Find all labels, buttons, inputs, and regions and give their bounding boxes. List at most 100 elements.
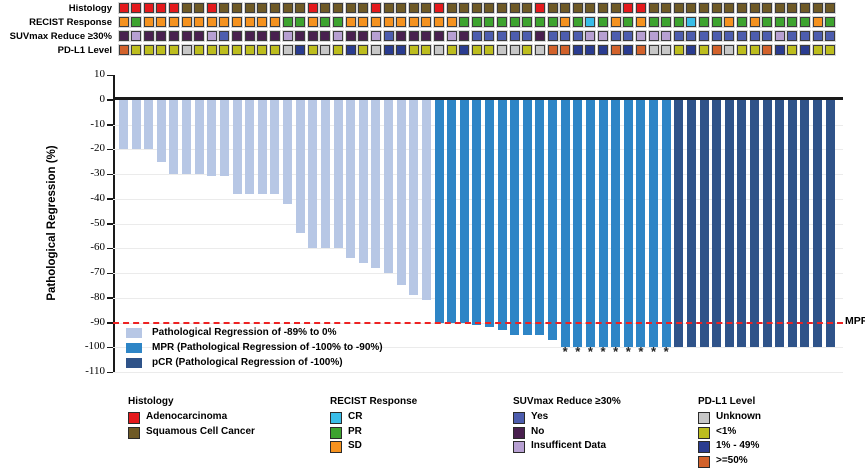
annotation-track-square xyxy=(156,31,167,41)
annotation-track-square xyxy=(749,45,760,55)
waterfall-bar xyxy=(169,99,179,174)
annotation-track-square xyxy=(194,45,205,55)
annotation-track-square xyxy=(118,31,129,41)
annotation-track-square xyxy=(673,45,684,55)
annotation-track-square xyxy=(610,17,621,27)
waterfall-bar xyxy=(308,99,318,249)
annotation-track-square xyxy=(320,3,331,13)
annotation-track-square xyxy=(799,45,810,55)
asterisk-marker: * xyxy=(600,344,606,359)
annotation-track-square xyxy=(736,17,747,27)
legend-item-label: No xyxy=(531,425,545,437)
annotation-track-square xyxy=(522,3,533,13)
legend-item-label: <1% xyxy=(716,425,737,437)
annotation-track-square xyxy=(661,17,672,27)
waterfall-bar xyxy=(787,99,797,348)
y-tick-mark xyxy=(107,148,113,151)
y-tick-mark xyxy=(107,74,113,76)
annotation-track-square xyxy=(168,17,179,27)
annotation-track-square xyxy=(812,3,823,13)
annotation-track-square xyxy=(787,17,798,27)
y-tick-label: -60 xyxy=(90,241,105,254)
annotation-track-square xyxy=(774,45,785,55)
annotation-track-square xyxy=(724,31,735,41)
waterfall-bar xyxy=(232,99,242,194)
annotation-track-square xyxy=(585,31,596,41)
annotation-track-square xyxy=(585,45,596,55)
annotation-track-square xyxy=(257,31,268,41)
annotation-track-square xyxy=(320,17,331,27)
track-label-pdl1: PD-L1 Level xyxy=(57,44,112,56)
annotation-track-square xyxy=(825,3,836,13)
annotation-track-square xyxy=(131,45,142,55)
asterisk-marker: * xyxy=(562,344,568,359)
annotation-track-square xyxy=(143,31,154,41)
annotation-track-square xyxy=(307,17,318,27)
annotation-track-square xyxy=(699,45,710,55)
annotation-track-square xyxy=(522,31,533,41)
annotation-track-square xyxy=(686,45,697,55)
asterisk-marker: * xyxy=(625,344,631,359)
annotation-track-square xyxy=(812,31,823,41)
annotation-track-square xyxy=(585,3,596,13)
annotation-track-square xyxy=(131,3,142,13)
waterfall-bar xyxy=(750,99,759,348)
annotation-track-square xyxy=(408,45,419,55)
annotation-track-square xyxy=(307,45,318,55)
annotation-track-square xyxy=(598,17,609,27)
inner-legend-label-mpr: MPR (Pathological Regression of -100% to… xyxy=(152,342,383,353)
annotation-track-square xyxy=(194,3,205,13)
legend-swatch xyxy=(128,412,140,424)
waterfall-bar xyxy=(611,99,621,348)
annotation-track-square xyxy=(471,3,482,13)
waterfall-bar xyxy=(472,99,482,325)
waterfall-bar xyxy=(649,99,659,348)
annotation-track-square xyxy=(396,31,407,41)
annotation-track-square xyxy=(509,17,520,27)
annotation-track-square xyxy=(333,31,344,41)
annotation-track-square xyxy=(269,3,280,13)
annotation-track-square xyxy=(358,17,369,27)
annotation-track-square xyxy=(232,31,243,41)
waterfall-bar xyxy=(156,99,166,162)
legend-title: SUVmax Reduce ≥30% xyxy=(513,396,621,407)
waterfall-bar xyxy=(737,99,747,348)
waterfall-bar xyxy=(661,99,671,348)
annotation-track-square xyxy=(295,3,306,13)
annotation-track-square xyxy=(724,3,735,13)
waterfall-bar xyxy=(283,99,293,204)
annotation-track-square xyxy=(446,45,457,55)
annotation-track-square xyxy=(118,3,129,13)
annotation-track-square xyxy=(812,45,823,55)
legend-swatch xyxy=(330,426,342,439)
waterfall-bar xyxy=(421,99,431,301)
annotation-track-square xyxy=(560,31,571,41)
annotation-track-square xyxy=(421,3,432,13)
annotation-track-square xyxy=(547,31,558,41)
annotation-track-square xyxy=(156,3,167,13)
annotation-track-square xyxy=(547,17,558,27)
annotation-track-square xyxy=(459,45,470,55)
annotation-track-square xyxy=(648,45,659,55)
annotation-track-square xyxy=(661,31,672,41)
legend-item-label: Adenocarcinoma xyxy=(146,411,228,422)
waterfall-bar xyxy=(699,99,709,348)
annotation-track-square xyxy=(623,45,634,55)
annotation-track-square xyxy=(181,31,192,41)
annotation-track-square xyxy=(168,3,179,13)
annotation-track-square xyxy=(421,17,432,27)
annotation-track-square xyxy=(560,3,571,13)
asterisk-marker: * xyxy=(575,344,581,359)
annotation-track-square xyxy=(635,3,646,13)
annotation-track-square xyxy=(345,31,356,41)
waterfall-bar xyxy=(270,99,280,194)
annotation-track-square xyxy=(825,31,836,41)
legend-item-label: Insufficent Data xyxy=(531,440,607,451)
annotation-track-square xyxy=(661,3,672,13)
annotation-track-square xyxy=(459,3,470,13)
annotation-track-square xyxy=(282,17,293,27)
legend-item-label: CR xyxy=(348,411,363,422)
annotation-track-square xyxy=(471,17,482,27)
waterfall-bar xyxy=(573,99,583,348)
annotation-track-square xyxy=(686,3,697,13)
